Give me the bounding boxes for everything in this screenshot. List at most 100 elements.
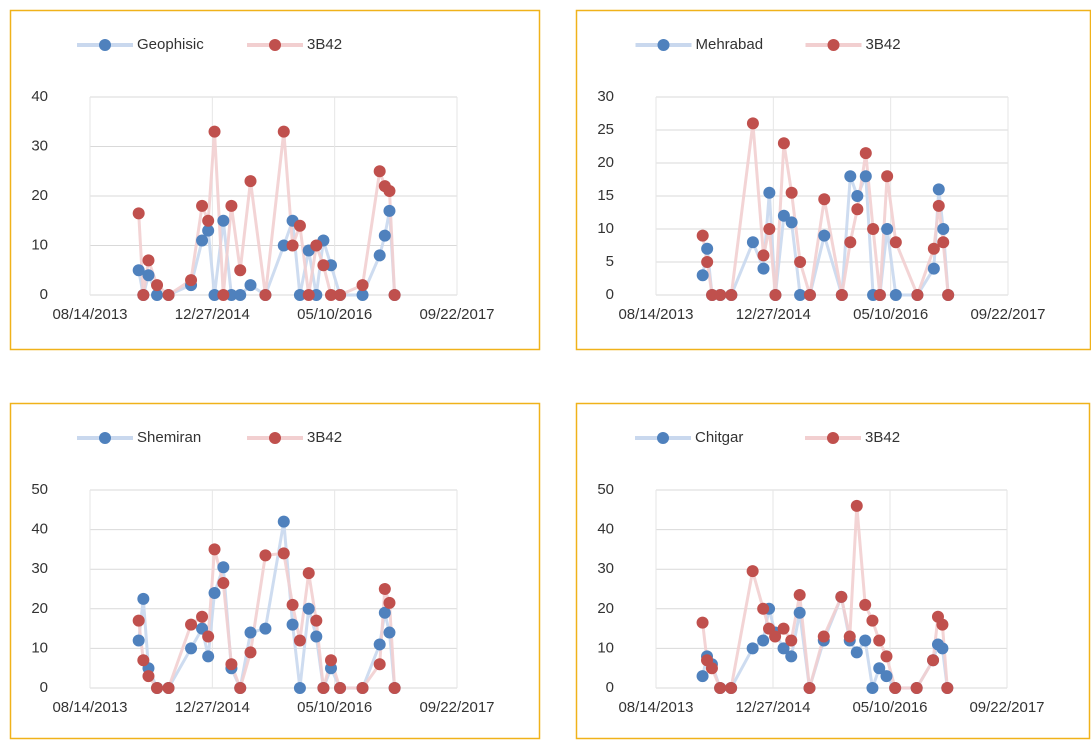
data-point [701,256,714,268]
panel-frame [575,402,1091,740]
data-point [881,170,894,183]
data-point [378,606,391,619]
data-point [202,214,215,227]
data-point [259,289,272,301]
x-tick-label: 12/27/2014 [735,699,810,716]
data-point [234,264,247,277]
legend-label: 3B42 [307,36,342,53]
x-tick-label: 09/22/2017 [969,699,1044,716]
data-point [793,606,806,619]
data-point [137,289,150,301]
data-point [873,662,886,675]
y-tick-label: 0 [40,679,48,696]
data-point [769,630,782,643]
data-point [334,682,347,694]
data-point [310,630,323,643]
data-point [843,630,856,643]
data-point [196,199,209,212]
data-point [373,165,386,178]
data-point [383,185,396,198]
data-point [866,682,879,694]
x-tick-label: 08/14/2013 [618,699,693,716]
data-point [334,289,347,301]
chart-panel: 0 10 20 30 40 50 08/14/2013 12/27/2014 05/10/201… [575,402,1091,740]
data-point [706,289,719,301]
y-tick-label: 30 [31,560,48,577]
legend-label: Geophisic [137,36,204,53]
data-point [293,219,306,232]
data-point [932,199,945,212]
x-tick-label: 12/27/2014 [175,699,250,716]
data-point [859,170,872,183]
x-tick-label: 09/22/2017 [970,306,1045,323]
data-point [356,682,369,694]
y-tick-label: 50 [31,481,48,498]
data-point [151,682,164,694]
data-point [142,254,155,267]
data-point [202,224,215,237]
data-point [132,634,145,647]
legend-marker [657,39,670,51]
panel-frame [575,9,1091,351]
data-point [844,170,857,183]
data-point [208,543,221,556]
data-point [757,262,770,275]
data-point [225,658,238,671]
data-point [317,259,330,272]
data-point [356,289,369,301]
data-point [196,610,209,623]
y-tick-label: 15 [597,187,614,204]
data-point [785,186,798,199]
data-point [302,289,315,301]
legend-label: Mehrabad [696,36,764,53]
data-point [208,289,221,301]
data-point [208,125,221,138]
data-point [910,682,923,694]
y-tick-label: 10 [31,639,48,656]
data-point [794,289,807,301]
data-point [714,682,727,694]
x-tick-label: 12/27/2014 [736,306,811,323]
data-point [324,654,337,667]
data-point [794,256,807,268]
data-point [202,650,215,663]
data-point [293,289,306,301]
panel-frame [9,9,541,351]
data-point [763,186,776,199]
data-point [132,614,145,627]
data-point [259,549,272,562]
data-point [859,634,872,647]
legend-label: 3B42 [307,429,342,446]
data-point [225,199,238,212]
data-point [202,630,215,643]
legend-marker [99,432,111,444]
data-point [162,682,175,694]
data-point [880,670,893,683]
data-point [286,598,299,611]
data-point [777,622,790,635]
x-tick-label: 09/22/2017 [419,306,494,323]
data-point [277,547,290,560]
data-point [746,117,759,130]
data-point [185,274,198,287]
data-point [388,289,401,301]
legend-marker [827,39,840,51]
data-point [302,602,315,615]
data-point [936,618,949,631]
data-point [151,289,164,301]
data-point [793,588,806,601]
data-point [746,236,759,249]
data-point [835,590,848,603]
y-tick-label: 10 [597,639,614,656]
y-tick-label: 20 [31,187,48,204]
chart-panel: 0 5 10 15 20 25 30 08/14/2013 12/27/2014 05/10/20… [575,9,1091,351]
data-point [932,183,945,196]
legend-label: Chitgar [695,429,743,446]
data-point [302,567,315,580]
data-point [873,289,886,301]
data-point [757,634,770,647]
data-point [889,236,902,249]
data-point [927,654,940,667]
data-point [769,289,782,301]
data-point [162,289,175,301]
